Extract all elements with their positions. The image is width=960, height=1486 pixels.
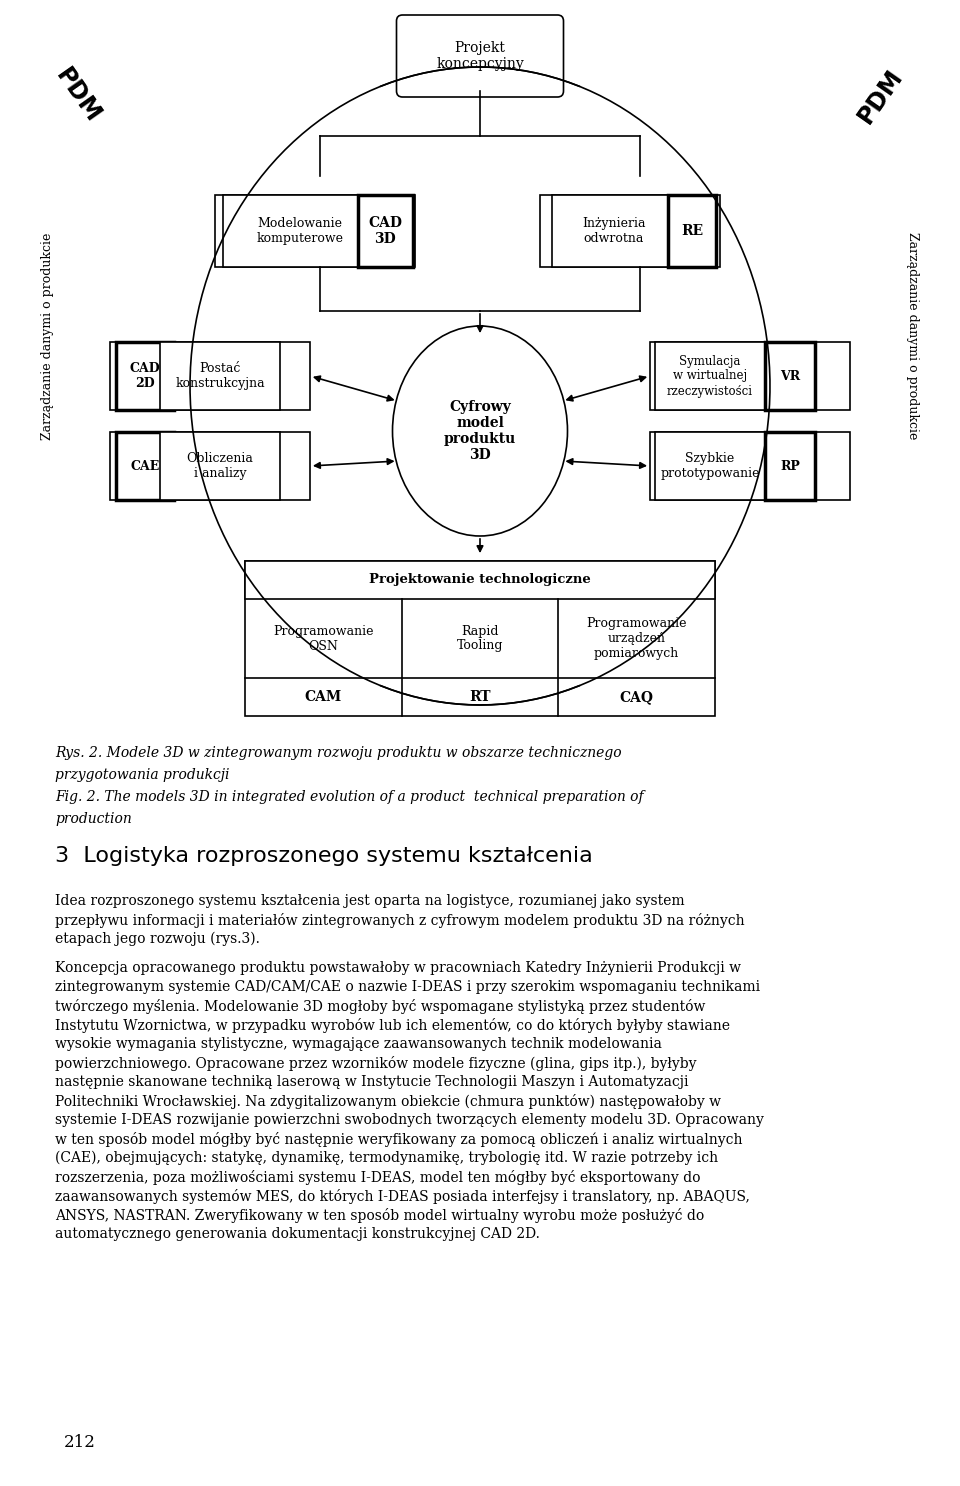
Text: Postać
konstrukcyjna: Postać konstrukcyjna: [175, 363, 265, 389]
Text: Szybkie
prototypowanie: Szybkie prototypowanie: [660, 452, 759, 480]
Text: 3  Logistyka rozproszonego systemu kształcenia: 3 Logistyka rozproszonego systemu kształ…: [55, 846, 592, 866]
FancyBboxPatch shape: [396, 15, 564, 97]
Text: Programowanie
urządzeń
pomiarowych: Programowanie urządzeń pomiarowych: [587, 617, 687, 660]
Text: Cyfrowy
model
produktu
3D: Cyfrowy model produktu 3D: [444, 400, 516, 462]
Text: w ten sposób model mógłby być następnie weryfikowany za pomocą obliczeń i analiz: w ten sposób model mógłby być następnie …: [55, 1132, 742, 1147]
Bar: [215, 195, 415, 267]
Text: rozszerzenia, poza możliwościami systemu I-DEAS, model ten mógłby być eksportowa: rozszerzenia, poza możliwościami systemu…: [55, 1169, 701, 1184]
Text: Rapid
Tooling: Rapid Tooling: [457, 624, 503, 652]
Bar: [110, 432, 310, 499]
Text: Instytutu Wzornictwa, w przypadku wyrobów lub ich elementów, co do których byłyb: Instytutu Wzornictwa, w przypadku wyrobó…: [55, 1018, 730, 1033]
Bar: [110, 342, 310, 410]
Text: Zarządzanie danymi o produkcie: Zarządzanie danymi o produkcie: [41, 232, 55, 440]
Bar: [116, 432, 174, 499]
Text: Rys. 2. Modele 3D w zintegrowanym rozwoju produktu w obszarze technicznego: Rys. 2. Modele 3D w zintegrowanym rozwoj…: [55, 746, 622, 759]
Text: powierzchniowego. Opracowane przez wzorników modele fizyczne (glina, gips itp.),: powierzchniowego. Opracowane przez wzorn…: [55, 1057, 697, 1071]
Text: RE: RE: [681, 224, 703, 238]
Text: RT: RT: [469, 690, 491, 704]
Bar: [765, 342, 815, 410]
Text: Projektowanie technologiczne: Projektowanie technologiczne: [370, 574, 590, 587]
Text: 212: 212: [64, 1434, 96, 1450]
Text: Inżynieria
odwrotna: Inżynieria odwrotna: [583, 217, 646, 245]
Text: etapach jego rozwoju (rys.3).: etapach jego rozwoju (rys.3).: [55, 932, 260, 947]
Bar: [650, 432, 850, 499]
Text: Modelowanie
komputerowe: Modelowanie komputerowe: [256, 217, 344, 245]
Text: (CAE), obejmujących: statykę, dynamikę, termodynamikę, trybologię itd. W razie p: (CAE), obejmujących: statykę, dynamikę, …: [55, 1152, 718, 1165]
Bar: [765, 432, 815, 499]
Text: VR: VR: [780, 370, 800, 382]
Bar: [551, 195, 677, 267]
Bar: [655, 342, 765, 410]
Text: Zarządzanie danymi o produkcie: Zarządzanie danymi o produkcie: [905, 232, 919, 440]
Text: zintegrowanym systemie CAD/CAM/CAE o nazwie I-DEAS i przy szerokim wspomaganiu t: zintegrowanym systemie CAD/CAM/CAE o naz…: [55, 979, 760, 994]
Text: systemie I-DEAS rozwijanie powierzchni swobodnych tworzących elementy modelu 3D.: systemie I-DEAS rozwijanie powierzchni s…: [55, 1113, 764, 1126]
Text: Projekt
koncepcyjny: Projekt koncepcyjny: [436, 42, 524, 71]
Bar: [655, 432, 765, 499]
Bar: [357, 195, 413, 267]
Text: automatycznego generowania dokumentacji konstrukcyjnej CAD 2D.: automatycznego generowania dokumentacji …: [55, 1227, 540, 1241]
Text: Politechniki Wrocławskiej. Na zdygitalizowanym obiekcie (chmura punktów) następo: Politechniki Wrocławskiej. Na zdygitaliz…: [55, 1094, 721, 1109]
Text: następnie skanowane techniką laserową w Instytucie Technologii Maszyn i Automaty: następnie skanowane techniką laserową w …: [55, 1074, 688, 1089]
Bar: [540, 195, 720, 267]
Text: Koncepcja opracowanego produktu powstawałoby w pracowniach Katedry Inżynierii Pr: Koncepcja opracowanego produktu powstawa…: [55, 961, 741, 975]
Text: CAE: CAE: [131, 459, 159, 473]
Text: CAD
3D: CAD 3D: [368, 215, 402, 247]
Text: Symulacja
w wirtualnej
rzeczywistości: Symulacja w wirtualnej rzeczywistości: [667, 355, 753, 397]
Text: PDM: PDM: [51, 64, 106, 128]
Text: production: production: [55, 811, 132, 826]
Bar: [245, 562, 715, 716]
Text: Fig. 2. The models 3D in integrated evolution of a product  technical preparatio: Fig. 2. The models 3D in integrated evol…: [55, 791, 643, 804]
Bar: [116, 342, 174, 410]
Text: przygotowania produkcji: przygotowania produkcji: [55, 768, 229, 782]
Text: PDM: PDM: [852, 64, 907, 128]
Bar: [223, 195, 377, 267]
Text: Programowanie
OSN: Programowanie OSN: [273, 624, 373, 652]
Text: CAD
2D: CAD 2D: [130, 363, 160, 389]
Text: CAQ: CAQ: [619, 690, 654, 704]
Text: zaawansowanych systemów MES, do których I-DEAS posiada interfejsy i translatory,: zaawansowanych systemów MES, do których …: [55, 1189, 750, 1204]
Bar: [650, 342, 850, 410]
Bar: [245, 562, 715, 599]
Bar: [160, 432, 280, 499]
Text: RP: RP: [780, 459, 800, 473]
Text: CAM: CAM: [304, 690, 342, 704]
Text: przepływu informacji i materiałów zintegrowanych z cyfrowym modelem produktu 3D : przepływu informacji i materiałów zinteg…: [55, 912, 745, 927]
Text: Idea rozproszonego systemu kształcenia jest oparta na logistyce, rozumianej jako: Idea rozproszonego systemu kształcenia j…: [55, 895, 684, 908]
Ellipse shape: [393, 325, 567, 536]
Text: ANSYS, NASTRAN. Zweryfikowany w ten sposób model wirtualny wyrobu może posłużyć : ANSYS, NASTRAN. Zweryfikowany w ten spos…: [55, 1208, 705, 1223]
Bar: [668, 195, 716, 267]
Text: wysokie wymagania stylistyczne, wymagające zaawansowanych technik modelowania: wysokie wymagania stylistyczne, wymagają…: [55, 1037, 661, 1051]
Text: Obliczenia
i analizy: Obliczenia i analizy: [186, 452, 253, 480]
Text: twórczego myślenia. Modelowanie 3D mogłoby być wspomagane stylistyką przez stude: twórczego myślenia. Modelowanie 3D mogło…: [55, 999, 706, 1013]
Bar: [160, 342, 280, 410]
